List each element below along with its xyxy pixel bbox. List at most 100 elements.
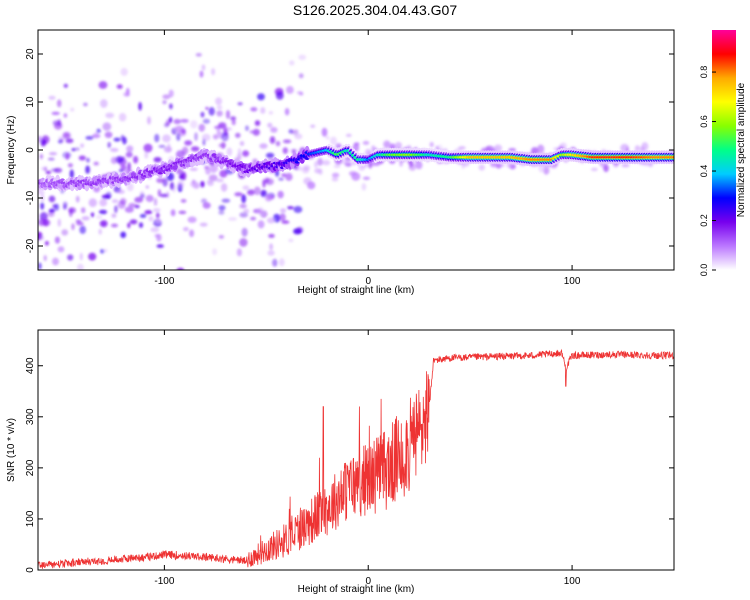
spectrogram-noise-blob	[38, 262, 42, 270]
spectrogram-noise-blob	[63, 113, 68, 118]
spectrogram-noise-blob	[61, 229, 69, 236]
spectrogram-noise-blob	[147, 116, 151, 125]
spectrogram-noise-blob	[228, 217, 238, 221]
spectrogram-noise-blob	[111, 223, 118, 228]
spectrogram-noise-blob	[208, 174, 218, 182]
spectrogram-noise-blob	[57, 139, 63, 144]
snr-y-tick-label: 300	[25, 408, 36, 425]
spectrogram-noise-blob	[218, 235, 225, 239]
spectrogram-noise-blob	[52, 257, 59, 266]
spectrogram-noise-blob	[168, 89, 174, 98]
spectrogram-noise-blob	[287, 206, 294, 210]
spectrogram-noise-blob	[225, 127, 232, 131]
spectrogram-noise-blob	[74, 147, 80, 151]
spectrogram-ridge-cell	[671, 156, 674, 159]
spectrogram-noise-blob	[278, 258, 285, 267]
spectrogram-noise-blob	[187, 216, 197, 223]
spectrogram-noise-blob	[289, 60, 295, 66]
spectrogram-noise-blob	[200, 111, 205, 118]
spectrogram-noise-blob	[62, 201, 68, 207]
spectrogram-noise-blob	[265, 152, 275, 158]
spectrogram-noise-blob	[76, 221, 84, 226]
colorbar-gradient	[712, 30, 736, 270]
spectrogram-noise-blob	[85, 165, 90, 174]
spectrogram-noise-blob	[162, 100, 167, 105]
spectrogram-x-tick-label: 0	[365, 276, 371, 287]
spectrogram-noise-blob	[124, 206, 134, 213]
spectrogram-noise-blob	[280, 208, 287, 214]
spectrogram-noise-blob	[157, 189, 161, 197]
spectrogram-noise-blob	[81, 216, 90, 221]
spectrogram-noise-blob	[226, 147, 233, 157]
spectrogram-noise-blob	[264, 194, 273, 202]
spectrogram-noise-blob	[180, 199, 187, 203]
spectrogram-noise-blob	[181, 128, 186, 134]
spectrogram-noise-blob	[348, 171, 357, 176]
spectrogram-x-tick-label: -100	[154, 276, 174, 287]
spectrogram-x-tick-label: 100	[564, 276, 581, 287]
spectrogram-noise-blob	[211, 68, 216, 76]
spectrogram-noise-blob	[225, 110, 231, 119]
spectrogram-noise-blob	[267, 250, 275, 256]
spectrogram-ridge-cell	[211, 153, 217, 157]
spectrogram-noise-blob	[116, 84, 123, 89]
spectrogram-noise-blob	[200, 181, 205, 188]
spectrogram-noise-blob	[190, 120, 198, 129]
spectrogram-noise-blob	[175, 168, 184, 175]
spectrogram-noise-blob	[117, 189, 125, 194]
snr-y-axis-label: SNR (10 * v/v)	[6, 418, 17, 482]
spectrogram-noise-blob	[298, 73, 304, 79]
spectrogram-noise-blob	[279, 213, 286, 222]
spectrogram-noise-blob	[50, 168, 59, 173]
spectrogram-noise-blob	[270, 126, 278, 133]
spectrogram-noise-blob	[285, 172, 293, 181]
colorbar-tick-label: 0.6	[699, 115, 709, 128]
spectrogram-noise-blob	[250, 216, 257, 221]
spectrogram-noise-blob	[269, 136, 276, 144]
snr-x-tick-label: 100	[564, 576, 581, 587]
spectrogram-noise-blob	[57, 118, 61, 127]
spectrogram-noise-blob	[127, 162, 131, 171]
spectrogram-noise-blob	[113, 137, 121, 142]
spectrogram-noise-blob	[88, 252, 97, 261]
spectrogram-y-tick-label: -10	[25, 190, 36, 205]
spectrogram-noise-blob	[103, 248, 108, 253]
spectrogram-noise-blob	[216, 178, 224, 183]
spectrogram-noise-blob	[199, 70, 204, 78]
spectrogram-noise-blob	[93, 132, 100, 139]
snr-x-tick-label: -100	[154, 576, 174, 587]
spectrogram-noise-blob	[138, 222, 144, 228]
spectrogram-noise-blob	[139, 193, 145, 199]
spectrogram-noise-blob	[154, 197, 157, 206]
spectrogram-noise-blob	[241, 194, 247, 204]
spectrogram-noise-blob	[230, 116, 237, 121]
spectrogram-noise-blob	[176, 267, 185, 270]
spectrogram-noise-blob	[99, 220, 108, 228]
spectrogram-noise-blob	[277, 190, 284, 199]
spectrogram-noise-blob	[107, 141, 111, 149]
spectrogram-noise-blob	[67, 163, 73, 168]
spectrogram-noise-blob	[40, 139, 47, 147]
snr-frame	[37, 329, 675, 571]
spectrogram-noise-blob	[254, 120, 261, 126]
spectrogram-noise-blob	[205, 106, 209, 110]
spectrogram-noise-blob	[120, 198, 127, 205]
spectrogram-y-tick-label: 10	[25, 96, 36, 108]
snr-x-axis-label: Height of straight line (km)	[298, 584, 415, 595]
spectrogram-noise-blob	[242, 150, 250, 157]
spectrogram-noise-blob	[415, 160, 423, 170]
spectrogram-noise-blob	[252, 128, 260, 136]
spectrogram-noise-blob	[164, 122, 170, 128]
spectrogram-noise-blob	[47, 157, 55, 161]
spectrogram-noise-blob	[134, 196, 144, 203]
spectrogram-noise-blob	[145, 194, 154, 203]
spectrogram-noise-blob	[57, 246, 65, 253]
snr-x-ticks: -100 0 100	[154, 330, 581, 587]
spectrogram-noise-blob	[205, 166, 211, 175]
snr-series-line	[38, 348, 674, 569]
spectrogram-noise-blob	[201, 133, 211, 142]
spectrogram-y-ticks: -20 -10 0 10 20	[25, 48, 674, 253]
spectrogram-noise-blob	[296, 91, 303, 95]
spectrogram-noise-blob	[212, 248, 218, 256]
spectrogram-noise-blob	[237, 148, 242, 155]
